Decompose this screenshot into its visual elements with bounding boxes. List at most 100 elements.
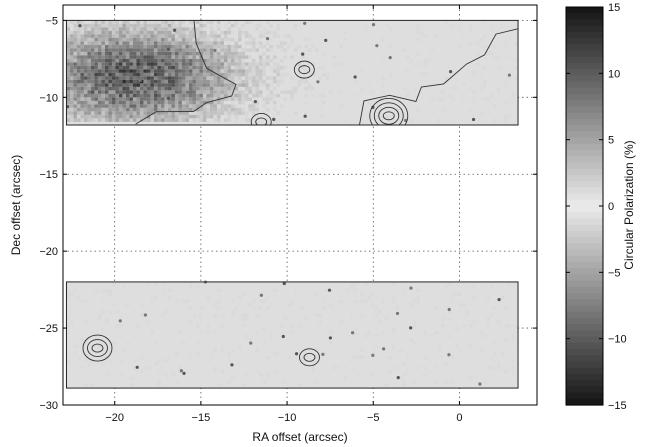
map-pixel [206, 111, 210, 115]
map-pixel [181, 107, 186, 112]
map-pixel [510, 334, 515, 338]
map-pixel [122, 104, 126, 108]
map-pixel [276, 69, 280, 73]
map-pixel [87, 93, 91, 98]
colorbar-band [566, 268, 603, 276]
map-pixel [440, 107, 445, 112]
map-pixel [206, 330, 210, 335]
map-pixel [94, 83, 98, 87]
map-pixel [181, 341, 186, 345]
map-pixel [83, 299, 88, 303]
map-pixel [160, 86, 165, 91]
map-pixel [136, 37, 140, 42]
map-pixel [447, 316, 452, 321]
contour-ring [82, 334, 113, 362]
y-tick-label: −15 [39, 169, 58, 181]
point-source [388, 56, 392, 60]
map-pixel [125, 76, 130, 80]
map-pixel [370, 302, 375, 307]
map-pixel [122, 27, 126, 31]
map-pixel [440, 97, 445, 101]
map-pixel [489, 93, 494, 98]
map-pixel [150, 20, 154, 24]
map-pixel [265, 62, 270, 66]
map-pixel [262, 58, 266, 63]
map-pixel [76, 79, 81, 84]
map-pixel [129, 55, 133, 59]
map-pixel [402, 362, 406, 366]
map-pixel [129, 111, 133, 115]
map-pixel [129, 104, 133, 108]
map-pixel [216, 69, 221, 73]
map-pixel [153, 341, 158, 345]
map-pixel [234, 44, 238, 49]
map-pixel [482, 34, 487, 38]
map-pixel [90, 90, 95, 94]
map-pixel [293, 288, 298, 293]
map-pixel [146, 20, 151, 24]
map-pixel [188, 355, 193, 359]
map-pixel [216, 79, 221, 84]
map-pixel [111, 83, 116, 87]
map-pixel [115, 111, 119, 115]
map-pixel [101, 62, 105, 66]
map-pixel [342, 30, 347, 35]
map-pixel [213, 104, 217, 108]
map-pixel [454, 344, 459, 349]
map-pixel [279, 90, 284, 94]
colorbar-band [566, 87, 603, 95]
map-pixel [164, 34, 168, 38]
map-pixel [115, 51, 119, 56]
map-pixel [174, 72, 179, 77]
map-pixel [167, 37, 172, 42]
map-pixel [76, 37, 81, 42]
map-pixel [430, 97, 434, 101]
map-pixel [353, 330, 357, 335]
map-pixel [122, 93, 126, 98]
map-pixel [451, 355, 455, 359]
map-pixel [220, 83, 224, 87]
map-pixel [171, 65, 175, 70]
map-pixel [398, 376, 403, 380]
map-pixel [94, 69, 98, 73]
map-pixel [104, 37, 109, 42]
map-pixel [125, 44, 130, 49]
map-pixel [174, 51, 179, 56]
map-pixel [374, 313, 378, 317]
map-pixel [272, 65, 277, 70]
map-pixel [153, 100, 158, 105]
map-pixel [111, 34, 116, 38]
map-pixel [108, 100, 112, 105]
map-pixel [188, 37, 193, 42]
map-pixel [220, 111, 224, 115]
map-pixel [66, 65, 70, 70]
map-pixel [76, 93, 81, 98]
map-pixel [223, 104, 228, 108]
map-pixel [132, 72, 137, 77]
map-pixel [83, 48, 88, 52]
map-pixel [139, 79, 144, 84]
map-pixel [272, 107, 277, 112]
map-pixel [311, 62, 315, 66]
map-panel-upper [65, 19, 519, 126]
map-pixel [122, 111, 126, 115]
map-pixel [241, 62, 245, 66]
map-pixel [454, 327, 459, 331]
map-pixel [108, 69, 112, 73]
colorbar-band [566, 199, 603, 207]
map-pixel [265, 55, 270, 59]
map-pixel [216, 93, 221, 98]
map-pixel [122, 114, 126, 119]
map-pixel [230, 348, 235, 352]
map-pixel [216, 44, 221, 49]
map-pixel [209, 79, 214, 84]
map-pixel [94, 51, 98, 56]
map-pixel [104, 118, 109, 122]
map-pixel [353, 355, 357, 359]
map-pixel [164, 20, 168, 24]
map-pixel [220, 86, 224, 91]
map-pixel [216, 23, 221, 28]
map-pixel [500, 351, 504, 356]
map-pixel [171, 79, 175, 84]
map-pixel [297, 79, 301, 84]
